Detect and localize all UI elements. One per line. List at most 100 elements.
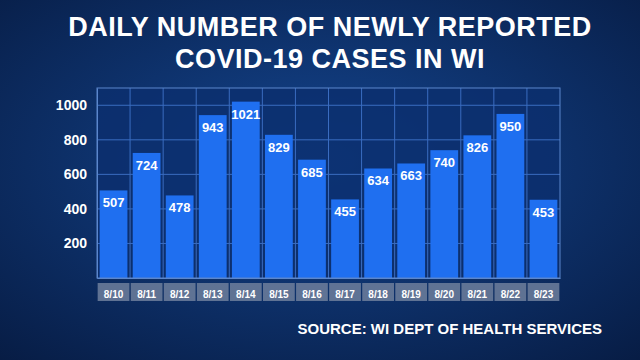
x-tick-label: 8/22 <box>501 289 521 300</box>
y-tick-label: 800 <box>64 132 88 148</box>
data-labels: 5077244789431021829685455634663740826950… <box>103 107 555 220</box>
grid-line-vertical <box>493 88 494 278</box>
plot-frame <box>97 88 560 278</box>
y-tick: 1000 <box>56 97 97 113</box>
grid-line-vertical <box>295 88 296 278</box>
y-tick: 400 <box>64 201 97 217</box>
y-tick-label: 400 <box>64 201 88 217</box>
bar <box>166 195 194 278</box>
x-tick-label: 8/19 <box>401 289 421 300</box>
y-axis-line <box>97 89 98 279</box>
y-tick-label: 600 <box>64 166 88 182</box>
x-tick-box <box>395 283 427 301</box>
title: COVID-19 CASES IN WI <box>175 44 485 74</box>
x-tick-box <box>263 283 295 301</box>
grid-line-vertical <box>460 88 461 278</box>
background <box>0 0 640 360</box>
grid-line-vertical <box>328 88 329 278</box>
y-tick: 600 <box>64 166 97 182</box>
x-tick-label: 8/18 <box>368 289 388 300</box>
bar <box>497 114 525 278</box>
bar <box>100 190 128 278</box>
x-tick: 8/16 <box>296 278 328 301</box>
x-tick-box <box>230 283 262 301</box>
x-tick: 8/21 <box>461 278 493 301</box>
data-label: 950 <box>500 119 522 134</box>
bar <box>265 135 293 278</box>
y-tick-label: 200 <box>64 235 88 251</box>
x-tick-box <box>528 283 560 301</box>
grid-line-vertical <box>163 88 164 278</box>
data-label: 455 <box>334 204 356 219</box>
x-tick-box <box>164 283 196 301</box>
data-label: 740 <box>433 155 455 170</box>
x-tick-box <box>461 283 493 301</box>
x-tick-label: 8/21 <box>468 289 488 300</box>
grid-line-vertical <box>130 88 131 278</box>
data-label: 943 <box>202 120 224 135</box>
x-tick: 8/12 <box>164 278 196 301</box>
x-axis-line <box>98 278 561 279</box>
x-tick-label: 8/14 <box>236 289 256 300</box>
x-tick: 8/17 <box>329 278 361 301</box>
data-label: 453 <box>533 205 555 220</box>
bar <box>331 199 359 278</box>
bars <box>100 102 558 278</box>
y-tick: 200 <box>64 235 97 251</box>
x-tick-label: 8/10 <box>104 289 124 300</box>
data-label: 829 <box>268 140 290 155</box>
x-tick-label: 8/11 <box>137 289 156 300</box>
x-tick: 8/23 <box>528 278 560 301</box>
bar <box>530 200 558 278</box>
x-tick: 8/15 <box>263 278 295 301</box>
x-tick-label: 8/12 <box>170 289 190 300</box>
data-label: 478 <box>169 200 191 215</box>
x-tick-label: 8/15 <box>269 289 289 300</box>
bar <box>232 102 260 278</box>
x-tick-box <box>296 283 328 301</box>
y-axis: 200 400 600 800 1000 <box>56 89 98 279</box>
chart: DAILY NUMBER OF NEWLY REPORTEDCOVID-19 C… <box>0 0 640 360</box>
bar <box>298 160 326 278</box>
grid-line-vertical <box>361 88 362 278</box>
x-tick: 8/20 <box>428 278 460 301</box>
x-tick-label: 8/16 <box>302 289 322 300</box>
x-tick-label: 8/20 <box>435 289 455 300</box>
plot-background <box>97 88 560 278</box>
x-tick: 8/22 <box>495 278 527 301</box>
grid-line-vertical <box>196 88 197 278</box>
source: SOURCE: WI DEPT OF HEALTH SERVICES <box>298 320 602 337</box>
x-tick: 8/13 <box>197 278 229 301</box>
bar <box>199 115 227 278</box>
x-tick-box <box>428 283 460 301</box>
data-label: 826 <box>466 140 488 155</box>
bar <box>397 163 425 278</box>
x-axis: 8/10 8/11 8/12 8/13 8/14 8/15 8/16 8/17 8/18 8/19… <box>98 278 561 301</box>
grid-line-vertical <box>229 88 230 278</box>
y-tick: 800 <box>64 132 97 148</box>
x-tick-box <box>98 283 130 301</box>
data-label: 724 <box>136 158 158 173</box>
x-tick-label: 8/13 <box>203 289 223 300</box>
x-tick-box <box>131 283 163 301</box>
x-tick-box <box>329 283 361 301</box>
data-label: 685 <box>301 165 323 180</box>
grid-line-vertical <box>526 88 527 278</box>
bar <box>463 135 491 278</box>
x-tick-box <box>362 283 394 301</box>
data-label: 663 <box>400 168 422 183</box>
grid <box>97 88 560 278</box>
x-tick-box <box>197 283 229 301</box>
x-tick: 8/14 <box>230 278 262 301</box>
bar <box>364 168 392 278</box>
x-tick: 8/11 <box>131 278 163 301</box>
x-tick-label: 8/17 <box>335 289 355 300</box>
data-label: 634 <box>367 173 389 188</box>
grid-line-vertical <box>427 88 428 278</box>
x-tick-label: 8/23 <box>534 289 554 300</box>
bar <box>430 150 458 278</box>
x-tick: 8/18 <box>362 278 394 301</box>
x-tick: 8/10 <box>98 278 130 301</box>
bar <box>133 153 161 278</box>
y-tick-label: 1000 <box>56 97 87 113</box>
